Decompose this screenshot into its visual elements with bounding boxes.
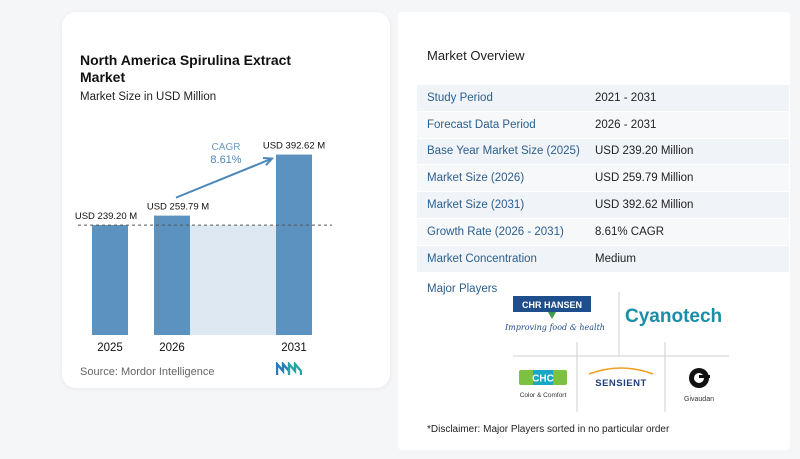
chart-subtitle: Market Size in USD Million bbox=[80, 91, 217, 103]
row-key: Forecast Data Period bbox=[427, 118, 536, 131]
table-row: Base Year Market Size (2025) USD 239.20 M… bbox=[417, 138, 789, 166]
overview-title: Market Overview bbox=[427, 48, 525, 63]
row-key: Market Size (2026) bbox=[427, 172, 525, 185]
cagr-arrow bbox=[175, 157, 273, 199]
chc-name: CHC bbox=[532, 374, 554, 385]
row-value: Medium bbox=[595, 252, 636, 265]
tick-label: 2025 bbox=[97, 342, 123, 354]
table-row: Study Period 2021 - 2031 bbox=[417, 85, 789, 112]
row-key: Market Concentration bbox=[427, 252, 537, 265]
major-players-label: Major Players bbox=[427, 283, 498, 295]
chart-source: Source: Mordor Intelligence bbox=[80, 366, 215, 378]
tick-label: 2026 bbox=[159, 342, 185, 354]
data-label: USD 239.20 M bbox=[75, 211, 137, 222]
data-label: USD 259.79 M bbox=[147, 202, 209, 213]
row-value: 8.61% CAGR bbox=[595, 225, 665, 238]
row-key: Growth Rate (2026 - 2031) bbox=[427, 225, 564, 238]
chr-hansen-logo: CHR HANSEN Improving food & health bbox=[505, 296, 605, 332]
cagr-label: CAGR bbox=[212, 142, 241, 153]
bar bbox=[154, 215, 190, 335]
chc-logo: CHC Color & Comfort bbox=[519, 370, 567, 399]
chart-title: North America Spirulina Extract Market bbox=[80, 52, 292, 85]
row-key: Study Period bbox=[427, 91, 493, 104]
row-value: 2021 - 2031 bbox=[595, 91, 657, 104]
disclaimer: *Disclaimer: Major Players sorted in no … bbox=[427, 424, 670, 435]
givaudan-logo: Givaudan bbox=[684, 368, 714, 403]
row-value: 2026 - 2031 bbox=[595, 118, 657, 131]
growth-shade bbox=[190, 225, 276, 335]
row-key: Market Size (2031) bbox=[427, 199, 525, 212]
table-row: Market Size (2026) USD 259.79 Million bbox=[417, 165, 789, 193]
mordor-logo-icon bbox=[276, 362, 302, 375]
cagr-arrow-head bbox=[262, 157, 275, 166]
overview-table: Study Period 2021 - 2031 Forecast Data Pe… bbox=[417, 85, 789, 273]
row-value: USD 239.20 Million bbox=[595, 145, 694, 158]
tick-label: 2031 bbox=[281, 342, 307, 354]
cagr-value: 8.61% bbox=[210, 154, 241, 166]
sensient-logo: SENSIENT bbox=[588, 367, 654, 389]
table-row: Market Size (2031) USD 392.62 Million bbox=[417, 192, 789, 219]
table-row: Forecast Data Period 2026 - 2031 bbox=[417, 111, 789, 139]
sensient-name: SENSIENT bbox=[595, 378, 647, 389]
row-value: USD 392.62 Million bbox=[595, 199, 694, 212]
bar bbox=[92, 225, 128, 335]
table-row: Growth Rate (2026 - 2031) 8.61% CAGR bbox=[417, 218, 789, 246]
row-value: USD 259.79 Million bbox=[595, 172, 694, 185]
data-label: USD 392.62 M bbox=[263, 141, 325, 152]
bar bbox=[276, 154, 312, 335]
cyanotech-logo: Cyanotech bbox=[625, 306, 722, 327]
row-key: Base Year Market Size (2025) bbox=[427, 145, 580, 158]
chr-hansen-tagline: Improving food & health bbox=[505, 323, 605, 332]
bar-chart: USD 239.20 M 2025 USD 259.79 M 2026 USD 392.… bbox=[75, 141, 332, 354]
major-players-logos: CHR HANSEN Improving food & health Cyano… bbox=[505, 292, 729, 412]
chc-subtitle: Color & Comfort bbox=[520, 392, 567, 399]
table-row: Market Concentration Medium bbox=[417, 245, 789, 273]
givaudan-name: Givaudan bbox=[684, 396, 714, 403]
chr-hansen-name: CHR HANSEN bbox=[522, 300, 582, 310]
